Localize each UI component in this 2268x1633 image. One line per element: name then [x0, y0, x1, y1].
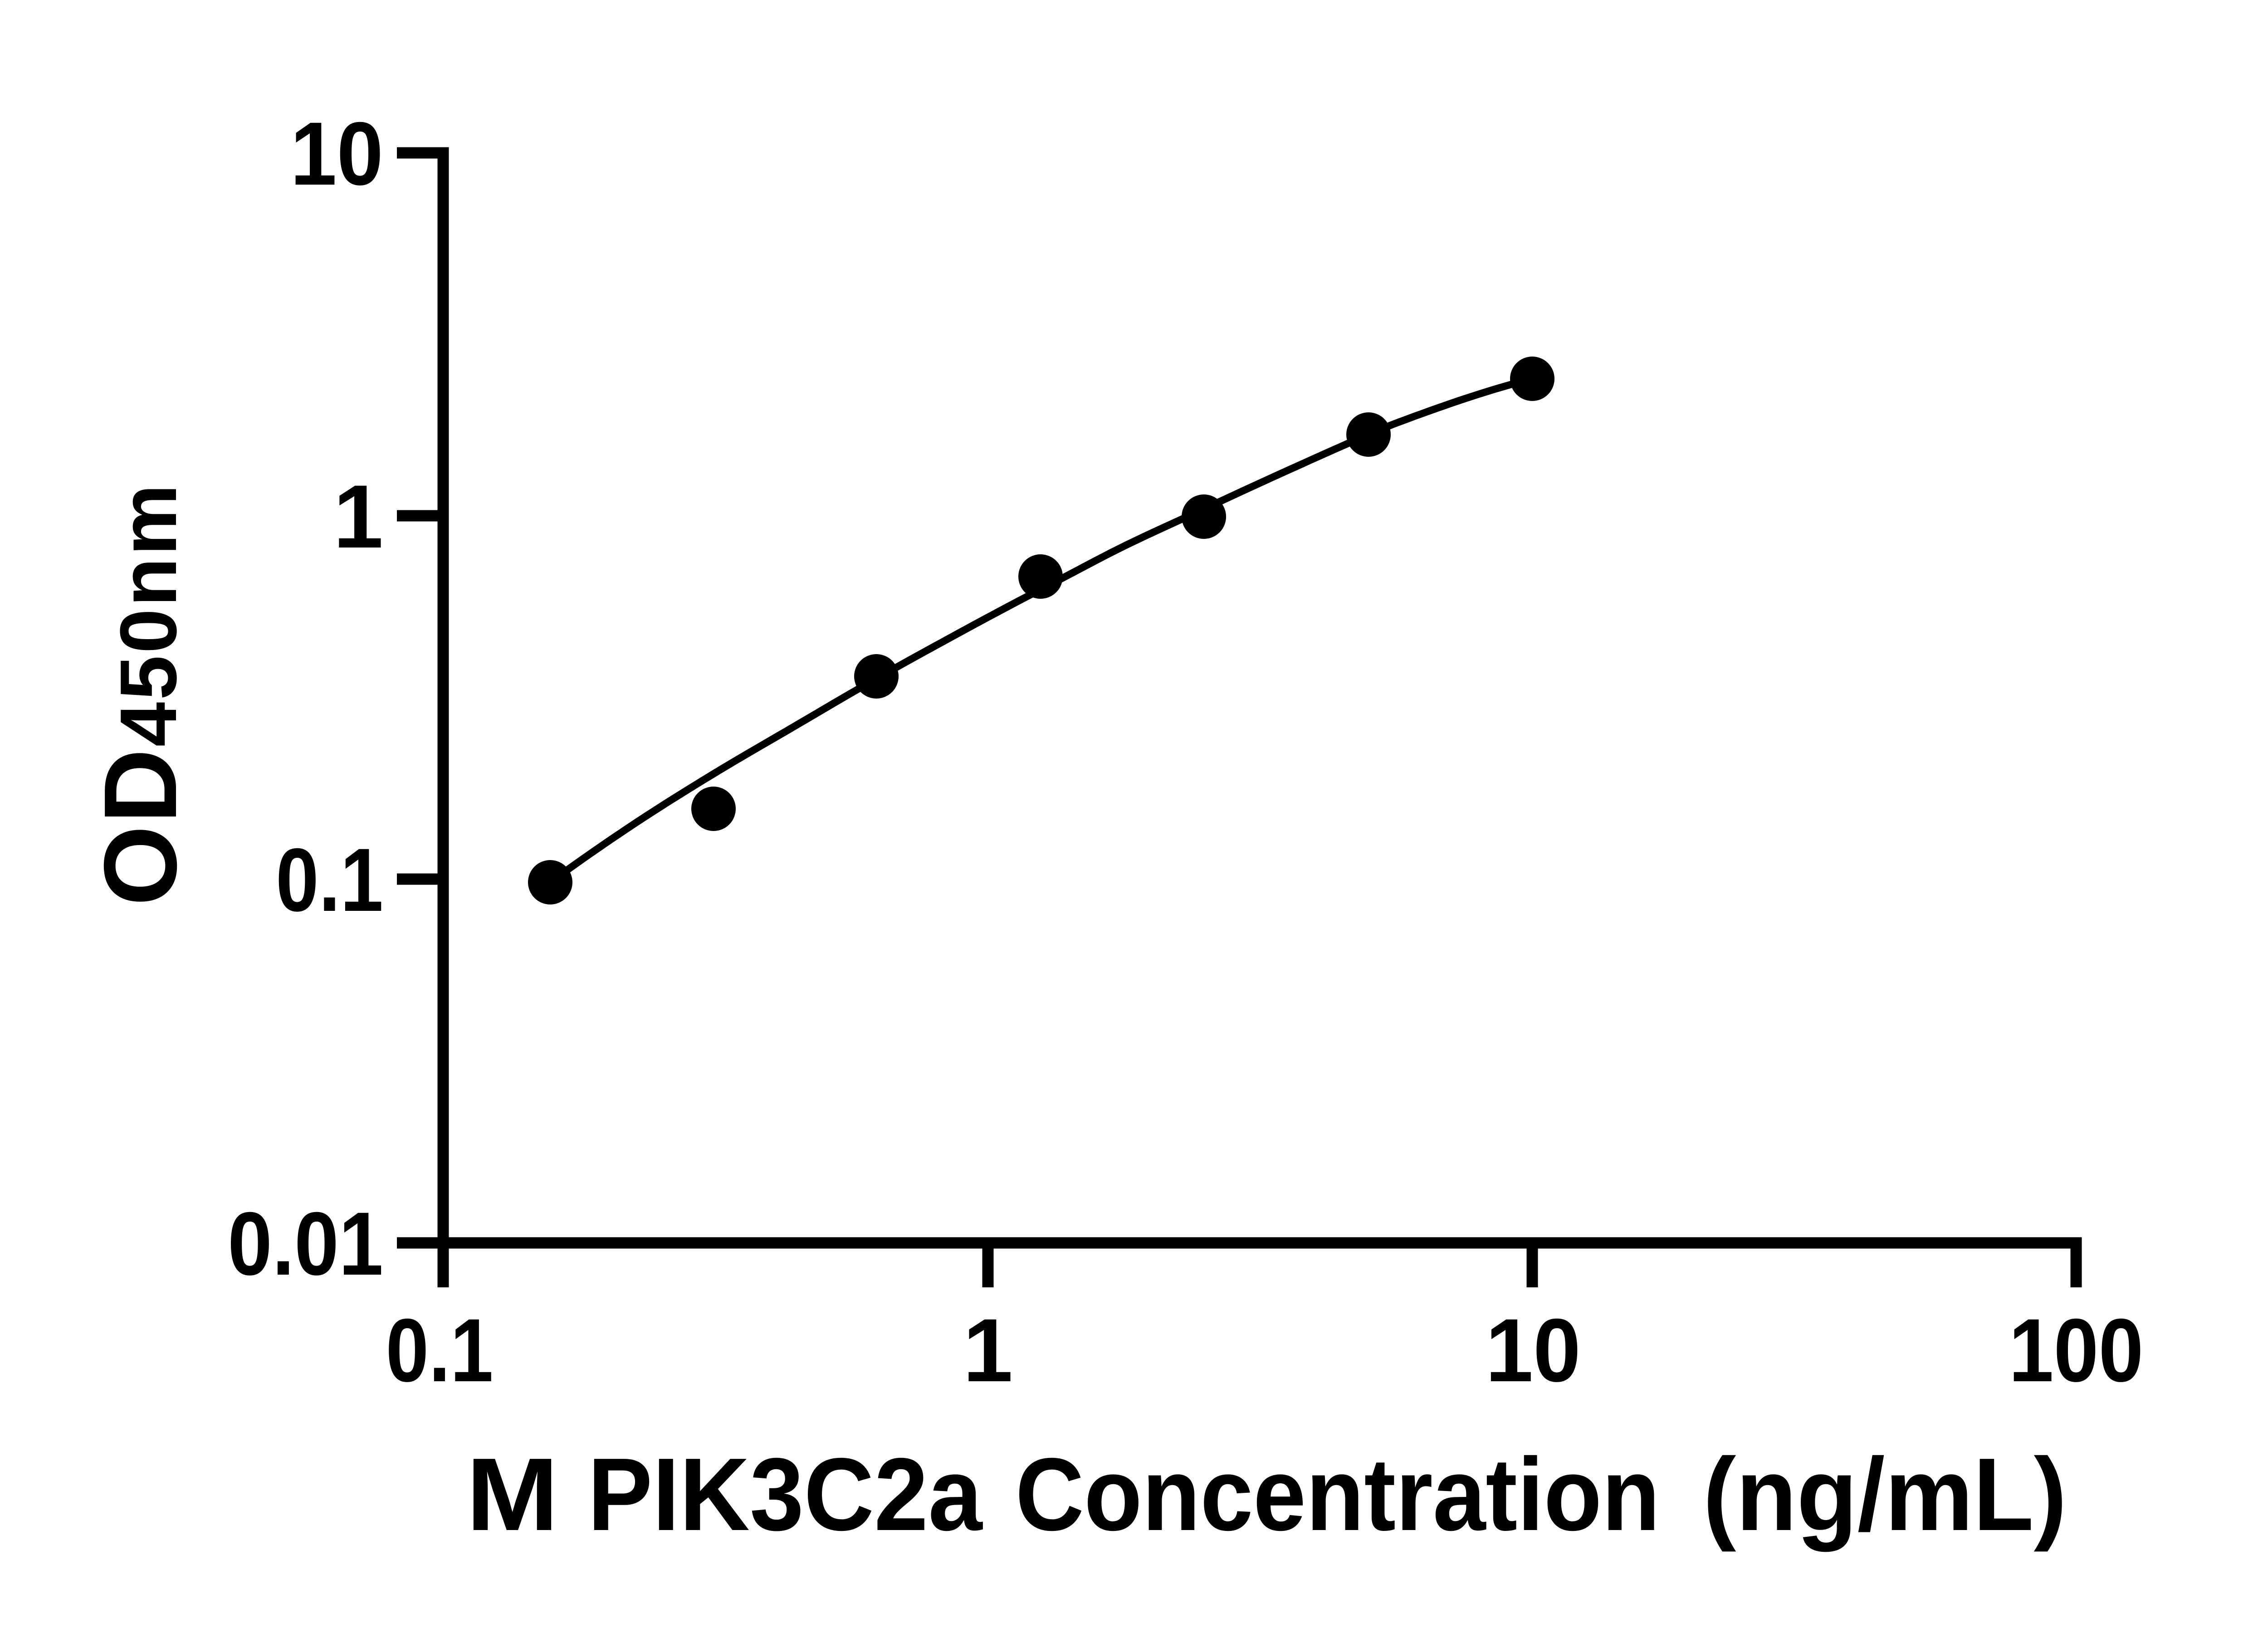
svg-text:(ng/mL): (ng/mL) [1703, 1437, 2067, 1552]
svg-text:0.01: 0.01 [228, 1193, 383, 1294]
svg-text:Concentration: Concentration [1016, 1437, 1660, 1552]
svg-text:100: 100 [2009, 1300, 2144, 1400]
svg-text:OD450nm: OD450nm [83, 482, 198, 906]
svg-text:10: 10 [1486, 1300, 1581, 1400]
svg-text:1: 1 [333, 466, 383, 567]
svg-text:PIK3C2a: PIK3C2a [588, 1437, 983, 1552]
svg-text:0.1: 0.1 [276, 830, 383, 930]
svg-text:0.1: 0.1 [386, 1300, 494, 1400]
svg-text:10: 10 [290, 103, 383, 204]
svg-text:M: M [466, 1437, 559, 1552]
svg-text:1: 1 [963, 1300, 1013, 1400]
